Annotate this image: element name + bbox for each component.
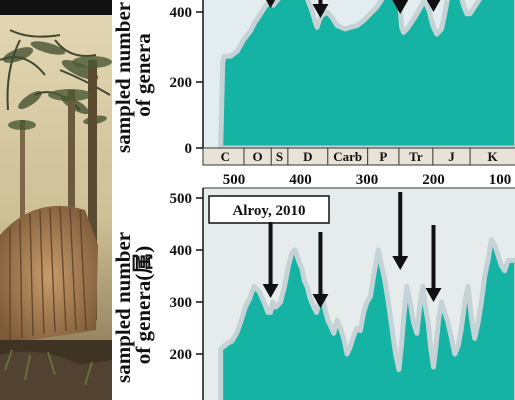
- source-annotation-box: [208, 195, 330, 224]
- top-y-tick-400: 400: [170, 5, 193, 21]
- top-extinction-arrow-370: [312, 0, 329, 18]
- period-label-d: D: [303, 149, 312, 164]
- bottom-genera-area: [218, 237, 515, 400]
- period-label-k: K: [487, 149, 498, 164]
- bottom-extinction-arrow-250: [392, 192, 409, 270]
- bottom-extinction-arrows: [262, 192, 442, 308]
- bottom-extinction-arrow-200: [425, 225, 442, 302]
- x-tick-400: 400: [289, 172, 312, 188]
- x-tick-100: 100: [489, 172, 512, 188]
- period-label-s: S: [276, 149, 283, 164]
- period-label-o: O: [253, 149, 263, 164]
- source-annotation: Alroy, 2010: [208, 195, 330, 224]
- top-y-axis-label: sampled number of genera: [111, 0, 155, 153]
- bottom-y-tick-200: 200: [170, 347, 193, 363]
- bottom-y-tick-300: 300: [170, 295, 193, 311]
- top-extinction-arrows: [266, 0, 441, 18]
- top-y-tick-0: 0: [185, 141, 193, 157]
- top-extinction-arrow-445: [266, 0, 276, 8]
- bottom-y-axis-label-line2: of genera(属): [131, 246, 155, 364]
- x-tick-300: 300: [356, 172, 379, 188]
- period-strip-bg: [202, 147, 515, 166]
- period-label-j: J: [448, 149, 455, 164]
- bottom-extinction-arrow-445: [262, 222, 279, 298]
- period-cells: C O S D Carb P Tr J K: [221, 148, 498, 165]
- geologic-period-strip: C O S D Carb P Tr J K: [202, 147, 515, 166]
- source-annotation-text: Alroy, 2010: [232, 203, 305, 219]
- paleo-forest-painting: [0, 0, 112, 400]
- top-extinction-arrow-200: [426, 0, 441, 12]
- bottom-y-axis-label-line1: sampled number: [111, 232, 135, 383]
- x-tick-200: 200: [422, 172, 445, 188]
- x-axis-ticks: 500 400 300 200 100: [223, 172, 512, 188]
- top-y-axis-label-line1: sampled number: [111, 2, 135, 153]
- painting-artwork: [0, 0, 112, 400]
- period-label-c: C: [221, 149, 230, 164]
- period-label-tr: Tr: [409, 149, 423, 164]
- period-label-p: P: [379, 149, 387, 164]
- top-y-axis-label-line2: of genera: [131, 33, 155, 117]
- top-y-tick-200: 200: [170, 75, 193, 91]
- bottom-extinction-arrow-370: [312, 232, 329, 308]
- bottom-y-tick-400: 400: [170, 243, 193, 259]
- bottom-y-axis-label: sampled number of genera(属): [111, 227, 155, 383]
- top-extinction-arrow-250: [392, 0, 409, 14]
- bottom-y-tick-500: 500: [170, 191, 193, 207]
- x-tick-500: 500: [223, 172, 246, 188]
- period-label-carb: Carb: [333, 149, 362, 164]
- top-genera-area: [218, 0, 515, 151]
- top-chart: 400 200 0 sampled number of genera: [111, 0, 515, 157]
